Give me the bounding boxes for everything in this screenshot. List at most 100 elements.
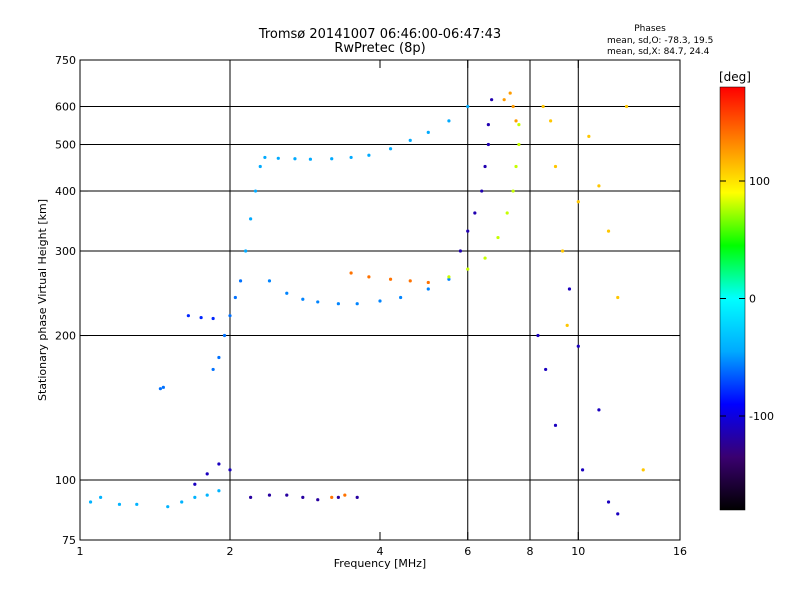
data-point [466, 229, 470, 233]
data-point [308, 157, 313, 161]
data-point [199, 315, 203, 320]
colorbar-tick-label: 100 [749, 175, 770, 188]
data-point [205, 472, 209, 476]
data-point [316, 300, 320, 304]
x-tick-label: 10 [571, 545, 585, 558]
chart-title-line2: RwPretec (8p) [334, 41, 425, 56]
x-axis-label: Frequency [MHz] [334, 557, 426, 570]
data-point [301, 297, 305, 301]
x-tick-label: 8 [527, 545, 534, 558]
data-point [301, 495, 305, 500]
data-point [408, 138, 412, 142]
data-point [211, 367, 215, 372]
data-point [580, 468, 585, 472]
data-point [597, 184, 601, 188]
data-point [249, 217, 253, 221]
data-point [553, 164, 558, 169]
data-point [258, 164, 262, 169]
data-point [560, 249, 565, 253]
data-point [217, 462, 221, 466]
data-point [536, 333, 540, 338]
data-point [166, 505, 170, 509]
data-point [267, 493, 272, 497]
stats-line-x: mean, sd,X: 84.7, 24.4 [607, 47, 710, 57]
data-point [233, 295, 237, 300]
data-point [447, 119, 451, 123]
data-point [576, 344, 580, 348]
x-tick-label: 2 [227, 545, 234, 558]
data-point [193, 495, 197, 500]
x-tick-label: 6 [464, 545, 471, 558]
data-point [205, 493, 209, 497]
data-point [496, 235, 500, 240]
data-point [161, 385, 165, 389]
data-point [267, 279, 272, 283]
data-point [426, 287, 430, 291]
y-tick-label: 75 [62, 534, 76, 547]
data-point [217, 355, 221, 360]
data-point [253, 189, 258, 193]
y-axis-label: Stationary phase Virtual Height [km] [36, 199, 49, 401]
data-point [388, 277, 393, 281]
data-point [316, 498, 320, 502]
data-point [466, 104, 470, 109]
data-point [514, 119, 518, 123]
data-point [490, 98, 494, 102]
data-point [88, 500, 93, 504]
data-point [228, 468, 232, 472]
data-point [193, 482, 197, 486]
data-point [343, 493, 347, 497]
data-point [117, 502, 122, 506]
data-point [553, 423, 558, 427]
data-point [276, 156, 280, 160]
stats-heading: Phases [634, 24, 666, 34]
data-point [511, 189, 515, 193]
data-point [502, 98, 506, 102]
data-point [447, 277, 451, 281]
chart-title-line1: Tromsø 20141007 06:46:00-06:47:43 [258, 27, 501, 42]
data-point [486, 123, 490, 127]
y-tick-label: 300 [55, 245, 76, 258]
data-point [285, 291, 289, 295]
data-point [606, 229, 611, 233]
data-point [473, 211, 477, 215]
data-point [517, 142, 521, 147]
data-point [616, 295, 620, 300]
data-point [576, 200, 580, 204]
data-point [641, 468, 645, 472]
data-point [244, 249, 248, 253]
data-point [541, 104, 545, 109]
data-point [349, 271, 353, 275]
data-point [211, 316, 215, 321]
data-point [399, 295, 403, 300]
data-point [565, 323, 569, 327]
axis-ticks [79, 59, 681, 541]
y-tick-label: 750 [55, 54, 76, 67]
data-point [293, 157, 297, 161]
data-point [426, 280, 430, 285]
y-tick-label: 100 [55, 474, 76, 487]
data-point [99, 495, 103, 500]
data-point [330, 495, 334, 500]
data-point [597, 408, 601, 412]
data-point [263, 155, 267, 160]
stats-line-o: mean, sd,O: -78.3, 19.5 [607, 36, 713, 46]
data-point [378, 299, 382, 303]
data-point [367, 275, 371, 279]
data-point [285, 493, 289, 497]
data-point [517, 123, 521, 127]
data-point [388, 147, 393, 151]
data-point [367, 153, 371, 157]
data-point [349, 155, 353, 160]
data-point [624, 104, 629, 109]
data-point [486, 142, 490, 147]
data-point [549, 119, 553, 123]
data-point [135, 502, 139, 506]
data-point [249, 495, 253, 500]
data-point [355, 302, 359, 306]
colorbar-tick-label: 0 [749, 293, 756, 306]
colorbar-label: [deg] [719, 70, 751, 84]
data-point [336, 302, 340, 306]
x-tick-labels: 1 2 4 6 8 10 16 [77, 545, 688, 558]
data-point [330, 157, 334, 161]
